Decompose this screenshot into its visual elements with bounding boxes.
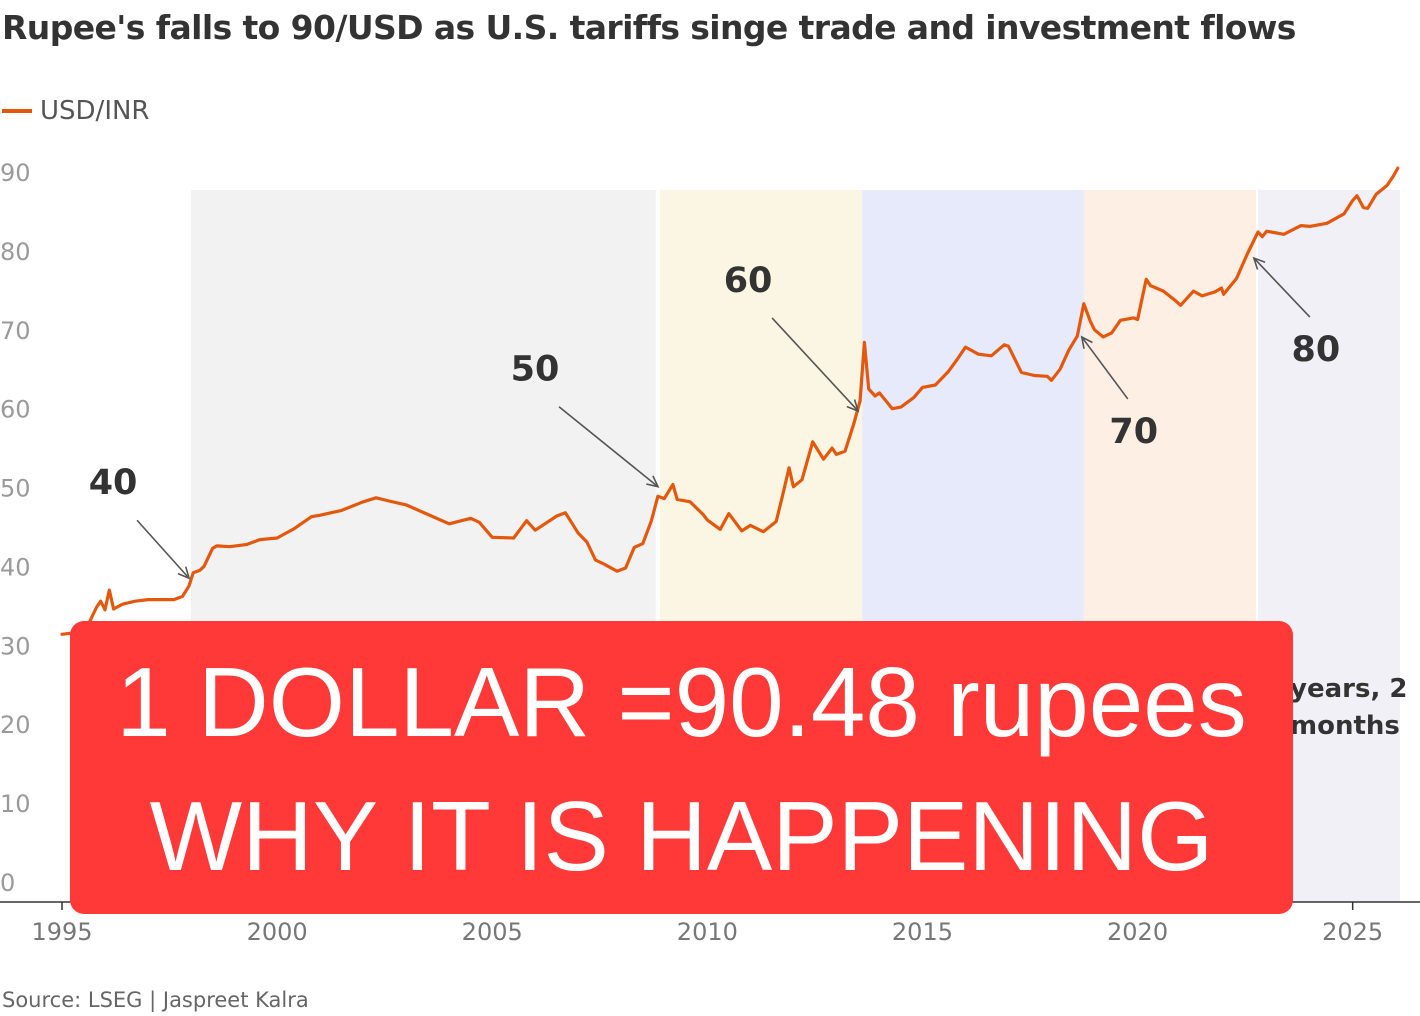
- y-tick-label: 50: [0, 475, 31, 503]
- banner-subheadline: WHY IT IS HAPPENING: [149, 781, 1214, 891]
- annotation-arrowhead-70: [1080, 335, 1093, 349]
- x-axis-ticks: 1995 2000 2005 2010 2015 2020 2025: [31, 902, 1383, 946]
- milestone-annotations: 40 50 60 70 80: [89, 256, 1341, 580]
- x-tick-label: 2015: [892, 918, 953, 946]
- annotation-label-60: 60: [724, 261, 773, 301]
- annotation-arrowhead-40: [177, 566, 191, 580]
- y-tick-label: 80: [0, 238, 31, 266]
- annotation-arrow-80: [1253, 257, 1311, 318]
- y-tick-label: 90: [0, 159, 31, 187]
- annotation-arrow-40: [136, 519, 190, 579]
- usd-inr-series-line: [60, 166, 1400, 636]
- annotation-arrow-50: [558, 406, 659, 488]
- annotation-arrowhead-80: [1252, 256, 1266, 270]
- x-tick-label: 1995: [31, 918, 92, 946]
- annotation-label-40: 40: [89, 463, 138, 503]
- x-tick-label: 2025: [1322, 918, 1383, 946]
- legend: USD/INR: [2, 96, 150, 126]
- y-tick-label: 0: [0, 869, 15, 897]
- annotation-label-80: 80: [1292, 330, 1341, 370]
- chart-title: Rupee's falls to 90/USD as U.S. tariffs …: [2, 8, 1296, 47]
- y-tick-label: 10: [0, 790, 31, 818]
- period-label-line2: months: [1290, 711, 1400, 741]
- source-note: Source: LSEG | Jaspreet Kalra: [2, 988, 309, 1012]
- x-tick-label: 2020: [1107, 918, 1168, 946]
- y-tick-label: 30: [0, 632, 31, 660]
- x-tick-label: 2010: [677, 918, 738, 946]
- legend-label: USD/INR: [40, 96, 150, 126]
- annotation-label-70: 70: [1109, 412, 1158, 452]
- annotation-label-50: 50: [511, 350, 560, 390]
- annotation-arrowhead-60: [846, 399, 860, 413]
- legend-swatch: [2, 109, 32, 113]
- annotation-arrow-70: [1081, 336, 1129, 400]
- y-tick-label: 40: [0, 553, 31, 581]
- y-tick-label: 60: [0, 396, 31, 424]
- y-tick-label: 20: [0, 711, 31, 739]
- x-tick-label: 2005: [462, 918, 523, 946]
- y-tick-label: 70: [0, 317, 31, 345]
- annotation-arrowhead-50: [646, 475, 660, 488]
- headline-banner: 1 DOLLAR =90.48 rupees WHY IT IS HAPPENI…: [70, 621, 1293, 914]
- period-label-line1: years, 2: [1290, 674, 1407, 704]
- y-axis-ticks: 0 10 20 30 40 50 60 70 80 90: [0, 159, 31, 897]
- annotation-arrow-60: [771, 317, 859, 412]
- banner-headline: 1 DOLLAR =90.48 rupees: [116, 647, 1247, 757]
- x-tick-label: 2000: [247, 918, 308, 946]
